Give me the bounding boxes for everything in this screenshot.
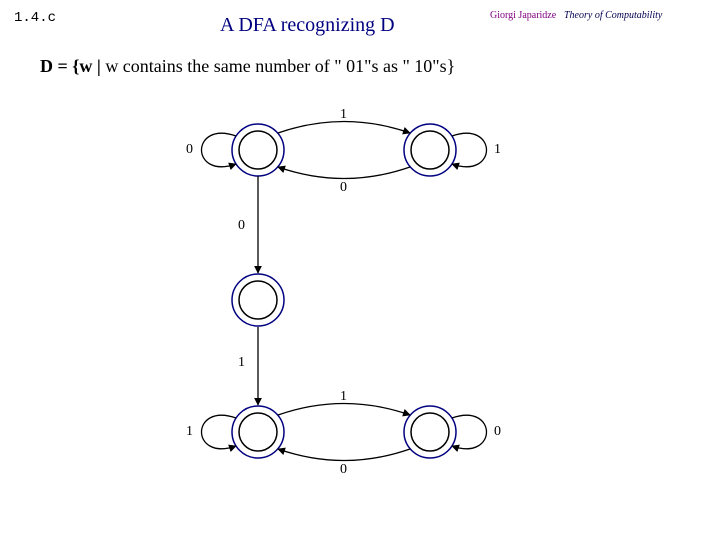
state-node (404, 124, 456, 176)
state-node-inner (239, 131, 277, 169)
state-node-inner (411, 413, 449, 451)
state-node (404, 406, 456, 458)
edge-label: 1 (238, 355, 245, 371)
state-node (232, 274, 284, 326)
transition-edge (278, 404, 410, 416)
self-loop (452, 133, 487, 166)
transition-edge (278, 449, 410, 461)
edge-label: 0 (494, 424, 501, 440)
state-node (232, 406, 284, 458)
state-node-inner (239, 413, 277, 451)
dfa-diagram (0, 0, 720, 540)
state-node-inner (239, 281, 277, 319)
self-loop (202, 415, 237, 448)
edge-label: 0 (340, 180, 347, 196)
state-node-inner (411, 131, 449, 169)
self-loop (452, 415, 487, 448)
self-loop (202, 133, 237, 166)
transition-edge (278, 122, 410, 134)
edge-label: 1 (494, 142, 501, 158)
state-node (232, 124, 284, 176)
edge-label: 1 (340, 389, 347, 405)
edge-label: 1 (186, 424, 193, 440)
transition-edge (278, 167, 410, 179)
edge-label: 0 (186, 142, 193, 158)
edge-label: 0 (340, 462, 347, 478)
slide: 1.4.c A DFA recognizing D Giorgi Japarid… (0, 0, 720, 540)
edge-label: 0 (238, 218, 245, 234)
edge-label: 1 (340, 107, 347, 123)
